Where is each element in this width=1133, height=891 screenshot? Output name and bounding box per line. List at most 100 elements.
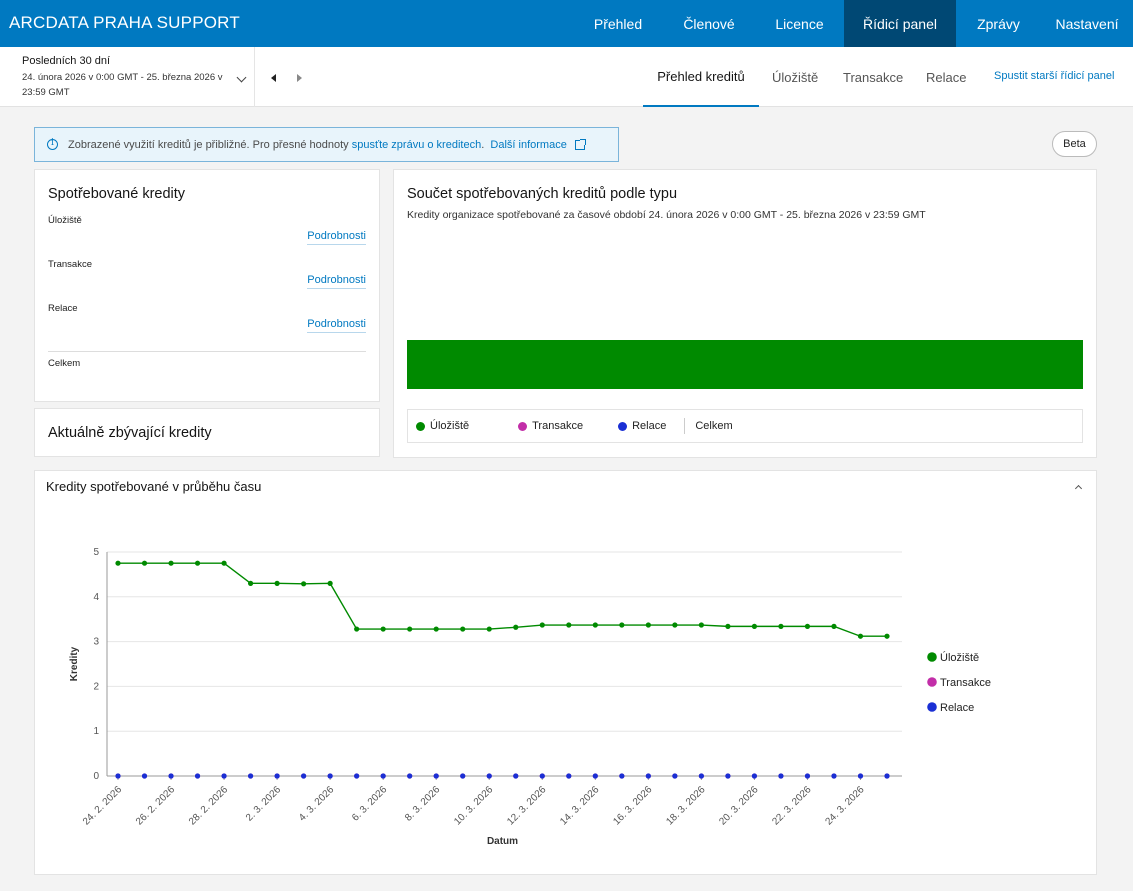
credits-by-type-subtitle: Kredity organizace spotřebované za časov… (407, 209, 926, 221)
nav-licenses[interactable]: Licence (775, 15, 824, 32)
x-tick-label: 22. 3. 2026 (770, 784, 813, 827)
data-point (884, 773, 890, 779)
data-point (513, 624, 519, 630)
nav-members[interactable]: Členové (683, 15, 735, 32)
tab-credits-overview[interactable]: Přehled kreditů (643, 47, 759, 107)
data-point (247, 580, 254, 586)
data-point (247, 773, 254, 779)
x-tick-label: 28. 2. 2026 (187, 784, 230, 827)
x-tick-label: 24. 3. 2026 (823, 784, 866, 827)
sessions-dot-icon (618, 421, 628, 431)
tab-sessions[interactable]: Relace (926, 69, 967, 85)
x-tick-label: 26. 2. 2026 (134, 784, 177, 827)
nav-reports[interactable]: Zprávy (977, 15, 1020, 32)
legend-label: Relace (940, 702, 974, 714)
date-range-label: Posledních 30 dní (22, 55, 111, 67)
data-point (380, 773, 386, 779)
data-point (141, 560, 148, 566)
legend-dot-icon (927, 652, 937, 662)
legacy-dashboard-link[interactable]: Spustit starší řídicí panel (994, 70, 1115, 82)
next-period-icon[interactable] (297, 74, 302, 82)
legend-total-label: Celkem (695, 420, 733, 432)
divider (48, 351, 366, 352)
main-nav: Přehled Členové Licence Řídicí panel Zpr… (573, 0, 1133, 47)
data-point (354, 773, 360, 779)
data-point (486, 626, 492, 632)
date-range-value: 24. února 2026 v 0:00 GMT - 25. března 2… (22, 72, 223, 98)
data-point (725, 623, 731, 629)
legend-label-sessions: Relace (632, 420, 667, 432)
info-icon (47, 138, 58, 150)
remaining-credits-card: Aktuálně zbývající kredity (34, 408, 380, 457)
data-point (115, 560, 121, 566)
data-point (539, 773, 545, 779)
y-tick-label: 1 (93, 726, 99, 737)
data-point (327, 773, 333, 779)
data-point (857, 633, 864, 639)
sessions-details-link[interactable]: Podrobnosti (307, 318, 366, 333)
legend-dot-icon (927, 702, 937, 712)
credits-report-link[interactable]: spusťte zprávu o kreditech (351, 138, 482, 151)
data-point (301, 773, 307, 779)
x-tick-label: 14. 3. 2026 (558, 784, 601, 827)
data-point (407, 626, 413, 632)
x-tick-label: 20. 3. 2026 (717, 784, 760, 827)
legend-item-storage[interactable]: Úložiště (416, 420, 469, 432)
external-link-icon[interactable] (574, 138, 586, 150)
x-tick-label: 6. 3. 2026 (350, 784, 390, 824)
data-point (274, 580, 280, 586)
data-point (407, 773, 413, 779)
nav-dashboard[interactable]: Řídicí panel (844, 0, 956, 47)
data-point (115, 773, 121, 779)
credits-line-chart: 0 1 2 3 4 5 24. 2. 2026 26. 2. 2026 28. 2. 2026 2… (69, 547, 991, 847)
org-brand[interactable]: ARCDATA PRAHA SUPPORT (9, 13, 240, 32)
data-point (433, 626, 439, 632)
consumed-credits-card: Spotřebované kredity Úložiště Podrobnost… (34, 169, 380, 402)
data-point (698, 622, 704, 628)
legend-item-sessions[interactable]: Relace (618, 420, 666, 432)
data-point (804, 623, 811, 629)
consumed-credits-title: Spotřebované kredity (48, 186, 186, 202)
transactions-label: Transakce (48, 259, 92, 270)
data-point (274, 773, 280, 779)
data-point (831, 773, 837, 779)
x-axis-title: Datum (487, 836, 518, 847)
notice-text: Zobrazené využití kreditů je přibližné. … (68, 138, 349, 151)
credits-by-type-card: Součet spotřebovaných kreditů podle typu… (393, 169, 1097, 458)
dashboard-subheader: Posledních 30 dní 24. února 2026 v 0:00 … (0, 47, 1133, 107)
data-point (221, 560, 227, 566)
storage-details-link[interactable]: Podrobnosti (307, 230, 366, 245)
data-point (698, 773, 704, 779)
data-point (566, 622, 572, 628)
y-tick-label: 2 (93, 681, 99, 692)
data-point (592, 773, 598, 779)
notice-text-end: . (481, 138, 485, 151)
y-tick-label: 0 (93, 771, 99, 782)
data-point (857, 773, 864, 779)
legend-label-transactions: Transakce (532, 420, 584, 432)
credits-notice: Zobrazené využití kreditů je přibližné. … (34, 127, 619, 162)
credits-over-time-title: Kredity spotřebované v průběhu času (46, 479, 262, 494)
transactions-details-link[interactable]: Podrobnosti (307, 274, 366, 289)
legend-dot-icon (927, 677, 937, 687)
learn-more-link[interactable]: Další informace (490, 138, 567, 151)
data-point (194, 560, 201, 566)
type-legend: Úložiště Transakce Relace Celkem (407, 409, 1083, 443)
nav-settings[interactable]: Nastavení (1055, 15, 1119, 32)
nav-overview[interactable]: Přehled (593, 15, 643, 32)
tab-transactions[interactable]: Transakce (843, 69, 904, 85)
storage-credits-bar[interactable] (407, 340, 1083, 389)
previous-period-icon[interactable] (271, 74, 276, 82)
top-navigation: ARCDATA PRAHA SUPPORT Přehled Členové Li… (0, 0, 1133, 47)
data-point (751, 773, 758, 779)
beta-badge[interactable]: Beta (1052, 131, 1097, 157)
date-range-picker[interactable]: Posledních 30 dní 24. února 2026 v 0:00 … (0, 47, 255, 107)
data-point (354, 626, 360, 632)
x-tick-label: 4. 3. 2026 (297, 784, 337, 824)
data-point (645, 622, 651, 628)
data-point (672, 773, 678, 779)
data-point (804, 773, 811, 779)
tab-storage[interactable]: Úložiště (772, 69, 819, 85)
legend-item-transactions[interactable]: Transakce (518, 420, 583, 432)
data-point (778, 623, 784, 629)
